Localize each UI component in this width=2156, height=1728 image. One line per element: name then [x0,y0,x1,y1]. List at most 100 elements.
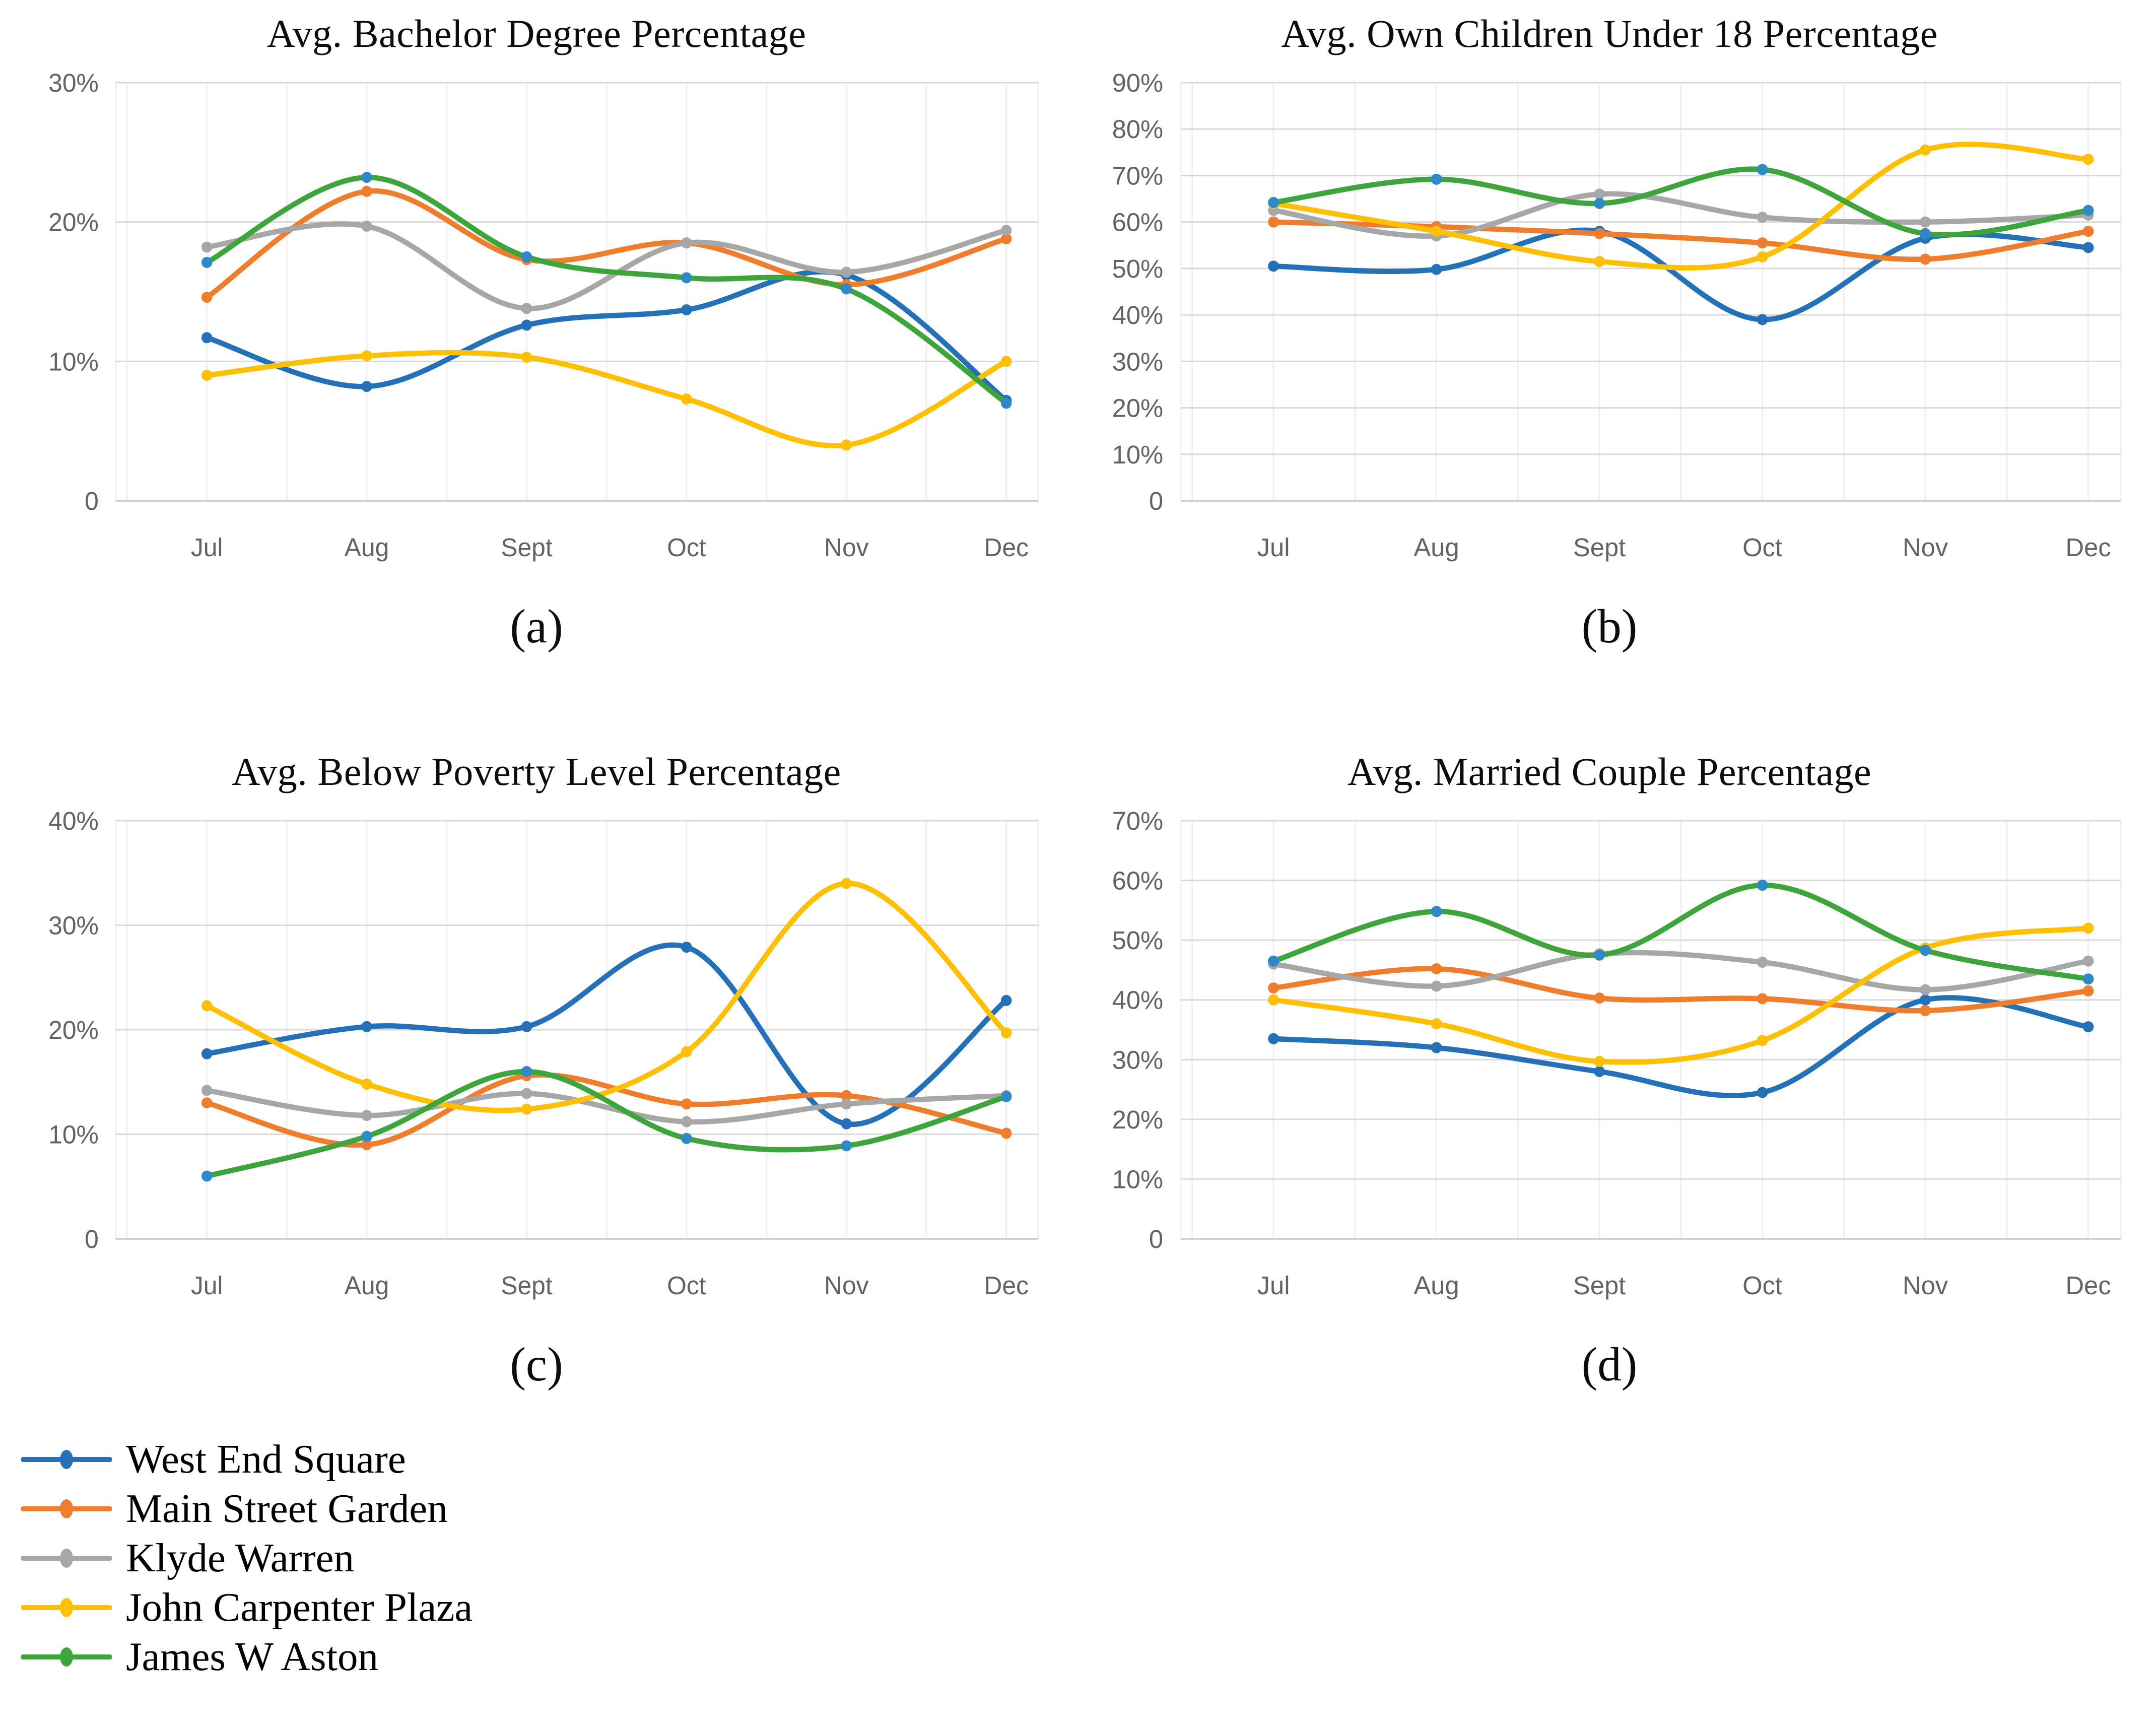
x-tick-label: Aug [1413,1271,1459,1299]
data-point-main-street-garden [1920,253,1931,265]
y-tick-label: 60% [1112,866,1164,895]
data-point-west-end-square [1920,994,1931,1006]
data-point-klyde-warren [1920,984,1931,995]
data-point-john-carpenter-plaza [2082,922,2094,934]
data-point-west-end-square [201,1048,213,1059]
y-tick-label: 40% [1112,985,1164,1014]
data-point-james-w-aston [2082,205,2094,216]
y-tick-label: 10% [48,1120,99,1149]
series-line-john-carpenter-plaza [1270,142,2091,271]
series-line-john-carpenter-plaza [204,880,1009,1113]
y-tick-label: 40% [1112,301,1164,329]
legend-line-marker-icon [21,1548,112,1568]
y-tick-label: 50% [1112,926,1164,955]
data-point-james-w-aston [681,1133,692,1144]
chart-title-d: Avg. Married Couple Percentage [1347,749,1872,793]
series-line-john-carpenter-plaza [204,350,1009,448]
data-point-west-end-square [681,941,692,953]
data-point-john-carpenter-plaza [1268,994,1279,1006]
data-point-john-carpenter-plaza [681,393,692,405]
data-point-klyde-warren [1920,216,1931,228]
data-point-main-street-garden [1000,233,1012,244]
data-point-west-end-square [1431,1042,1442,1053]
data-point-john-carpenter-plaza [1920,144,1931,156]
y-tick-label: 70% [1112,806,1164,835]
series-line-james-w-aston [204,1069,1009,1179]
legend-label: James W Aston [126,1634,379,1680]
data-point-james-w-aston [1594,197,1605,209]
x-tick-label: Aug [345,533,389,562]
data-point-james-w-aston [201,256,213,268]
data-point-west-end-square [1594,1066,1605,1077]
data-point-james-w-aston [1268,955,1279,967]
chart-panel-a: Avg. Bachelor Degree Percentage 0 10% 20% 3… [10,9,1063,661]
data-point-james-w-aston [2082,973,2094,984]
x-tick-label: Oct [1742,533,1782,562]
data-point-klyde-warren [1000,225,1012,236]
y-tick-label: 40% [48,806,99,835]
y-tick-label: 30% [1112,347,1164,376]
x-tick-label: Aug [345,1271,389,1300]
data-point-john-carpenter-plaza [1431,225,1442,237]
chart-title-c: Avg. Below Poverty Level Percentage [232,749,841,793]
chart-title-b: Avg. Own Children Under 18 Percentage [1281,12,1938,55]
data-point-john-carpenter-plaza [361,1078,372,1090]
data-point-west-end-square [201,332,213,344]
legend-line-marker-icon [21,1449,112,1469]
data-point-james-w-aston [841,1140,852,1151]
data-point-klyde-warren [2082,955,2094,967]
data-point-james-w-aston [1000,1091,1012,1102]
legend: West End Square Main Street Garden Klyde W… [21,1435,2146,1682]
legend-label: West End Square [126,1436,406,1482]
x-tick-label: Jul [1257,533,1290,562]
data-point-john-carpenter-plaza [841,439,852,451]
x-tick-label: Aug [1413,533,1459,562]
legend-label: Main Street Garden [126,1486,448,1532]
data-point-john-carpenter-plaza [521,351,532,363]
series-line-main-street-garden [1270,966,2091,1014]
x-tick-label: Nov [824,1271,869,1300]
data-point-main-street-garden [1757,237,1768,248]
data-point-klyde-warren [681,1116,692,1127]
x-tick-label: Sept [501,1271,552,1300]
y-tick-label: 30% [1112,1045,1164,1074]
data-point-west-end-square [681,304,692,315]
line-chart-c: 0 10% 20% 30% 40% Jul Aug Sept Oct Nov Dec [48,806,1039,1300]
series-line-james-w-aston [1270,882,2091,982]
y-tick-label: 20% [1112,393,1164,422]
data-point-main-street-garden [1431,963,1442,974]
series-line-john-carpenter-plaza [1270,925,2091,1065]
data-point-klyde-warren [201,1084,213,1096]
data-point-james-w-aston [201,1170,213,1182]
y-tick-label: 0 [1149,1224,1163,1253]
x-tick-label: Sept [1573,1271,1626,1299]
y-tick-label: 10% [1112,1165,1164,1193]
data-point-west-end-square [1757,314,1768,325]
y-tick-label: 80% [1112,115,1164,144]
x-tick-label: Sept [501,533,552,562]
x-tick-label: Oct [1742,1271,1782,1299]
data-point-james-w-aston [1431,905,1442,917]
data-point-main-street-garden [2082,985,2094,996]
legend-line-marker-icon [21,1647,112,1667]
data-point-john-carpenter-plaza [1431,1018,1442,1029]
x-tick-label: Oct [667,533,706,562]
data-point-main-street-garden [1000,1127,1012,1139]
legend-line-marker-icon [21,1499,112,1518]
y-tick-label: 30% [48,68,99,97]
chart-panel-d: Avg. Married Couple Percentage 0 10% 20% 30… [1073,747,2146,1400]
data-point-west-end-square [1000,994,1012,1006]
legend-item-west-end-square: West End Square [21,1435,2146,1484]
data-point-klyde-warren [841,267,852,278]
series-line-west-end-square [204,269,1009,403]
legend-item-john-carpenter-plaza: John Carpenter Plaza [21,1583,2146,1632]
data-point-john-carpenter-plaza [2082,153,2094,165]
data-point-james-w-aston [1000,397,1012,409]
data-point-james-w-aston [1268,196,1279,208]
data-point-john-carpenter-plaza [1757,251,1768,262]
x-tick-label: Dec [2065,533,2111,562]
x-tick-label: Dec [2065,1271,2111,1299]
data-point-john-carpenter-plaza [1594,255,1605,267]
series-line-james-w-aston [1270,166,2091,237]
